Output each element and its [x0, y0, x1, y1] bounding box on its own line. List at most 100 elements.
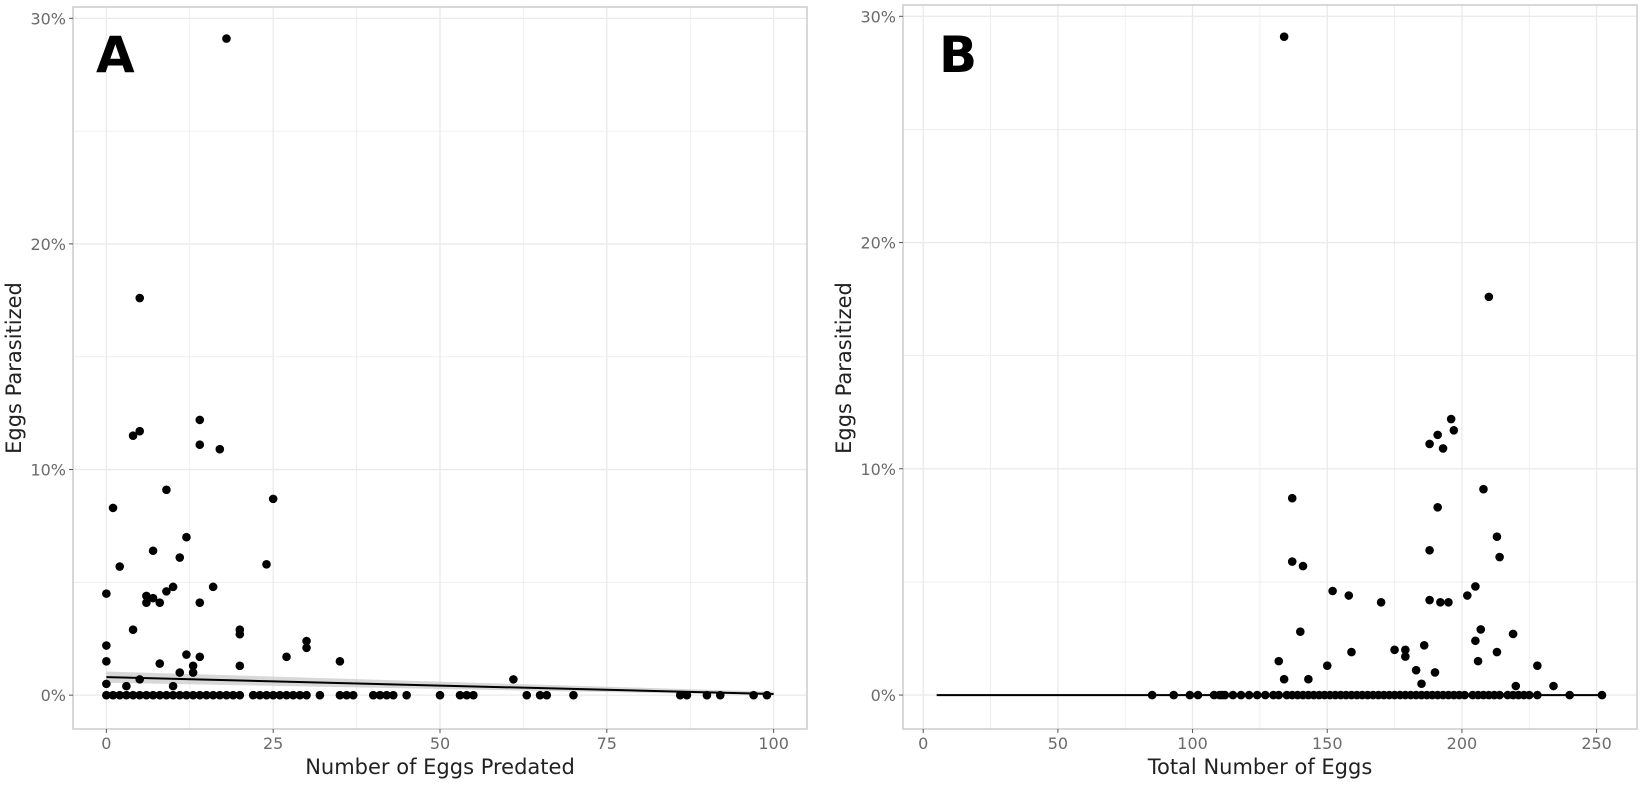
- data-point: [102, 657, 111, 666]
- panel-a-letter: A: [96, 26, 135, 84]
- data-point: [1169, 690, 1179, 700]
- data-point: [168, 582, 178, 592]
- data-point: [188, 668, 198, 677]
- data-point: [262, 690, 271, 700]
- data-point: [509, 675, 518, 684]
- data-point: [1524, 690, 1534, 700]
- data-point: [462, 690, 471, 700]
- data-point: [115, 562, 125, 571]
- data-point: [182, 532, 191, 542]
- data-point: [382, 690, 391, 700]
- data-point: [1390, 645, 1399, 655]
- data-point: [142, 690, 151, 700]
- panel-b-x-axis-title: Total Number of Eggs: [1147, 755, 1373, 779]
- data-point: [1425, 439, 1434, 449]
- data-point: [1287, 557, 1297, 566]
- data-point: [208, 582, 218, 592]
- data-point: [1460, 690, 1469, 700]
- data-point: [295, 690, 305, 700]
- data-point: [522, 690, 532, 700]
- panel-b: 0% 10% 20% 30% 0 50 100 150 200 250 B Total Numb…: [832, 4, 1638, 779]
- data-point: [142, 591, 151, 601]
- data-point: [115, 690, 125, 700]
- data-point: [162, 690, 171, 700]
- panel-a-x-axis-title: Number of Eggs Predated: [305, 755, 575, 779]
- data-point: [195, 690, 205, 700]
- panel-b-y-ticks: 0% 10% 20% 30%: [860, 7, 903, 705]
- data-point: [168, 681, 178, 691]
- data-point: [535, 690, 545, 700]
- data-point: [268, 690, 278, 700]
- data-point: [175, 553, 185, 562]
- data-point: [1463, 591, 1472, 600]
- data-point: [1433, 502, 1442, 512]
- data-point: [1193, 690, 1203, 700]
- data-point: [1411, 665, 1421, 675]
- panel-b-letter: B: [939, 26, 977, 84]
- data-point: [1401, 652, 1410, 661]
- data-point: [1296, 627, 1305, 637]
- data-point: [1304, 674, 1313, 684]
- data-point: [135, 690, 145, 700]
- y-tick-label: 20%: [30, 235, 66, 254]
- data-point: [102, 641, 111, 650]
- data-point: [335, 690, 345, 700]
- data-point: [1344, 591, 1354, 600]
- data-point: [569, 690, 578, 700]
- data-point: [1252, 690, 1262, 700]
- data-point: [262, 559, 271, 569]
- data-point: [182, 690, 191, 700]
- data-point: [235, 629, 245, 639]
- data-point: [302, 636, 311, 646]
- data-point: [375, 690, 385, 700]
- data-point: [1444, 598, 1453, 607]
- data-point: [128, 690, 138, 700]
- data-point: [542, 690, 552, 700]
- data-point: [1508, 629, 1518, 639]
- data-point: [469, 690, 478, 700]
- data-point: [302, 643, 311, 653]
- data-point: [1597, 690, 1607, 700]
- data-point: [1425, 545, 1434, 555]
- data-point: [135, 293, 145, 303]
- x-tick-label: 200: [1447, 734, 1478, 753]
- data-point: [1279, 674, 1289, 684]
- data-point: [288, 690, 298, 700]
- x-tick-label: 50: [1048, 734, 1068, 753]
- data-point: [102, 690, 111, 700]
- data-point: [195, 440, 205, 450]
- data-point: [195, 598, 205, 607]
- data-point: [162, 485, 171, 495]
- data-point: [455, 690, 465, 700]
- data-point: [315, 690, 325, 700]
- data-point: [342, 690, 351, 700]
- data-point: [255, 690, 265, 700]
- data-point: [162, 587, 171, 596]
- data-point: [1236, 690, 1246, 700]
- data-point: [222, 690, 231, 700]
- data-point: [215, 444, 225, 454]
- data-point: [1495, 552, 1504, 562]
- data-point: [1147, 690, 1157, 700]
- data-point: [188, 661, 198, 671]
- data-point: [1417, 679, 1426, 689]
- panel-b-points: [1147, 32, 1607, 700]
- data-point: [348, 690, 358, 700]
- data-point: [155, 598, 165, 607]
- data-point: [335, 657, 345, 666]
- data-point: [215, 690, 225, 700]
- data-point: [1492, 647, 1502, 657]
- data-point: [715, 690, 725, 700]
- data-point: [1511, 681, 1521, 691]
- y-tick-label: 10%: [860, 460, 896, 479]
- data-point: [1476, 625, 1486, 634]
- data-point: [122, 690, 131, 700]
- x-tick-label: 0: [918, 734, 928, 753]
- data-point: [1495, 690, 1504, 700]
- data-point: [682, 690, 692, 700]
- y-tick-label: 20%: [860, 234, 896, 253]
- x-tick-label: 100: [1177, 734, 1208, 753]
- panel-a-y-ticks: 0% 10% 20% 30%: [30, 9, 73, 705]
- data-point: [282, 652, 291, 662]
